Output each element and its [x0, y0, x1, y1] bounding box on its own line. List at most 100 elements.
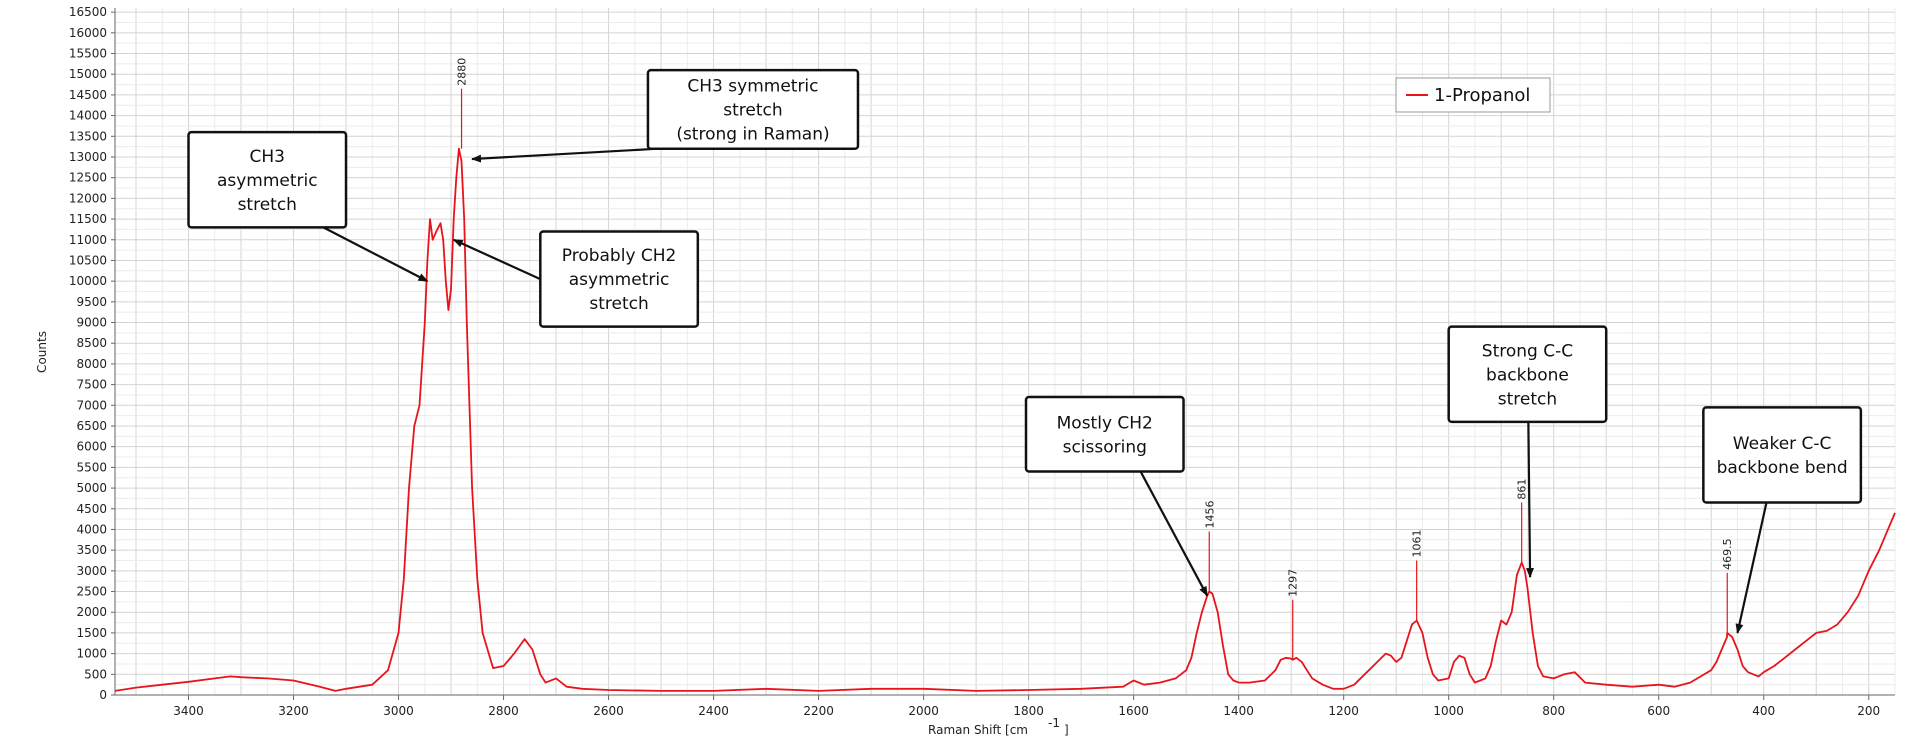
annotation-box: [1702, 406, 1863, 504]
x-axis-label-close: ]: [1064, 723, 1069, 737]
y-tick-label: 8500: [76, 336, 107, 350]
y-tick-label: 12500: [69, 171, 107, 185]
annotation-text: Mostly CH2: [1057, 413, 1153, 433]
peak-label: 1061: [1411, 530, 1424, 558]
annotation-text: backbone: [1486, 365, 1569, 385]
x-tick-label: 2400: [698, 704, 729, 718]
annotation-text: Strong C-C: [1482, 341, 1573, 361]
x-tick-label: 600: [1647, 704, 1670, 718]
y-tick-label: 14000: [69, 109, 107, 123]
y-tick-label: 2500: [76, 585, 107, 599]
annotation-arrow: [1735, 502, 1768, 634]
y-tick-label: 6000: [76, 440, 107, 454]
y-tick-label: 11500: [69, 212, 107, 226]
annotation-box: [187, 130, 348, 229]
x-axis-label: Raman Shift [cm: [928, 723, 1028, 737]
x-tick-label: 800: [1542, 704, 1565, 718]
y-tick-label: 10500: [69, 253, 107, 267]
y-tick-label: 13500: [69, 129, 107, 143]
annotation-arrow: [322, 226, 429, 283]
y-tick-label: 9000: [76, 316, 107, 330]
x-tick-label: 1200: [1328, 704, 1359, 718]
annotation-text: Probably CH2: [562, 246, 677, 266]
y-tick-label: 3000: [76, 564, 107, 578]
x-tick-label: 2200: [803, 704, 834, 718]
y-tick-label: 14500: [69, 88, 107, 102]
annotation-text: CH3 symmetric: [687, 76, 818, 96]
annotation-arrow: [471, 147, 659, 163]
x-tick-label: 200: [1857, 704, 1880, 718]
annotation-box: [1447, 325, 1608, 424]
y-tick-label: 5000: [76, 481, 107, 495]
peak-label: 2880: [456, 58, 469, 86]
annotation-arrow: [1139, 470, 1209, 597]
x-tick-label: 1000: [1433, 704, 1464, 718]
annotation-box: [646, 68, 860, 150]
peak-labels: 2880 1456 1297 1061 861 469.5: [456, 58, 1734, 660]
y-tick-label: 0: [99, 688, 107, 702]
x-tick-label: 1400: [1223, 704, 1254, 718]
peak-label: 469.5: [1721, 538, 1734, 570]
x-axis-label-superscript: -1: [1048, 716, 1060, 730]
annotation-text: asymmetric: [217, 171, 318, 191]
annotation-text: stretch: [589, 294, 648, 314]
axes: [114, 8, 1895, 696]
y-tick-label: 7500: [76, 378, 107, 392]
y-tick-label: 15500: [69, 47, 107, 61]
y-tick-label: 7000: [76, 398, 107, 412]
x-tick-label: 2000: [908, 704, 939, 718]
y-tick-label: 16500: [69, 5, 107, 19]
y-tick-label: 9500: [76, 295, 107, 309]
y-tick-label: 1500: [76, 626, 107, 640]
annotation-text: stretch: [723, 100, 782, 120]
y-tick-label: 500: [84, 667, 107, 681]
annotations: CH3 symmetric stretch (strong in Raman) CH3…: [187, 68, 1863, 634]
annotation-text: stretch: [1498, 389, 1557, 409]
x-tick-label: 3200: [278, 704, 309, 718]
y-tick-label: 8000: [76, 357, 107, 371]
annotation-text: asymmetric: [569, 270, 670, 290]
x-tick-label: 1800: [1013, 704, 1044, 718]
x-tick-label: 3000: [383, 704, 414, 718]
y-tick-label: 5500: [76, 460, 107, 474]
y-tick-label: 3500: [76, 543, 107, 557]
peak-label: 1456: [1203, 501, 1216, 529]
legend-entry: 1-Propanol: [1434, 85, 1530, 106]
x-tick-label: 2800: [488, 704, 519, 718]
peak-label: 1297: [1287, 569, 1300, 597]
annotation-text: CH3: [250, 147, 285, 167]
grid-lines: [115, 8, 1896, 696]
x-tick-label: 3400: [173, 704, 204, 718]
legend: 1-Propanol: [1395, 77, 1551, 113]
annotation-text: scissoring: [1063, 437, 1147, 457]
x-tick-label: 1600: [1118, 704, 1149, 718]
y-tick-label: 12000: [69, 191, 107, 205]
y-axis-label: Counts: [35, 331, 49, 373]
series-layer: [114, 147, 1896, 692]
y-tick-label: 2000: [76, 605, 107, 619]
y-tick-label: 4500: [76, 502, 107, 516]
y-tick-label: 6500: [76, 419, 107, 433]
x-axis-ticks: 3400 3200 3000 2800 2600 2400 2200 2000 1800 1600…: [173, 695, 1880, 718]
annotation-text: Weaker C-C: [1733, 434, 1832, 454]
y-axis-ticks: 0 500 1000 1500 2000 2500 3000 3500 4000 4500 5000…: [69, 5, 115, 702]
annotation-text: stretch: [238, 195, 297, 215]
annotation-text: backbone bend: [1717, 458, 1848, 478]
series-line: [114, 147, 1896, 692]
annotation-arrow: [1525, 421, 1534, 579]
y-tick-label: 13000: [69, 150, 107, 164]
annotation-box: [1024, 395, 1185, 473]
y-tick-label: 4000: [76, 522, 107, 536]
y-tick-label: 1000: [76, 647, 107, 661]
y-tick-label: 15000: [69, 67, 107, 81]
y-tick-label: 16000: [69, 26, 107, 40]
peak-label: 861: [1516, 479, 1529, 500]
annotation-arrow: [452, 238, 541, 281]
y-tick-label: 10000: [69, 274, 107, 288]
annotation-box: [539, 230, 700, 328]
x-tick-label: 400: [1752, 704, 1775, 718]
x-tick-label: 2600: [593, 704, 624, 718]
annotation-text: (strong in Raman): [676, 124, 829, 144]
y-tick-label: 11000: [69, 233, 107, 247]
